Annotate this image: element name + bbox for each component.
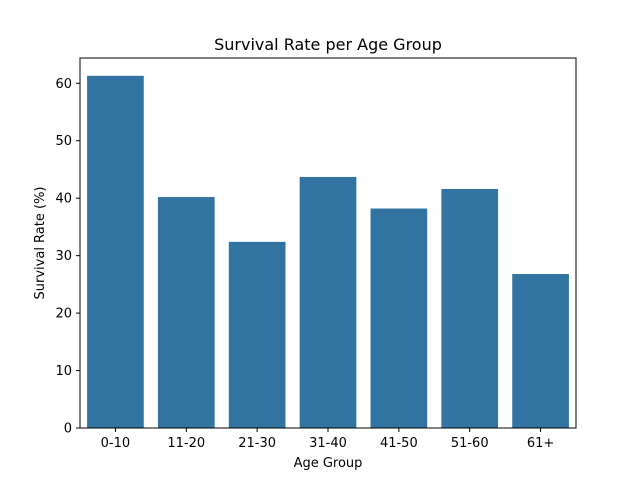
bar-0-10 — [87, 75, 144, 429]
y-tick-label: 60 — [55, 77, 72, 92]
y-axis-label: Survival Rate (%) — [33, 187, 48, 300]
y-tick-label: 20 — [55, 307, 72, 322]
bar-41-50 — [370, 208, 428, 428]
x-tick-label: 21-30 — [238, 436, 276, 451]
bar-21-30 — [228, 241, 286, 428]
y-axis: 0 10 20 30 40 50 60 — [55, 77, 80, 437]
bars-group — [87, 75, 569, 429]
bar-31-40 — [299, 176, 357, 428]
x-tick-label: 0-10 — [101, 436, 131, 451]
bar-51-60 — [441, 188, 499, 428]
y-tick-label: 50 — [55, 134, 72, 149]
x-axis-label: Age Group — [294, 456, 363, 471]
bar-61+ — [512, 274, 569, 428]
x-tick-label: 61+ — [527, 436, 554, 451]
x-tick-label: 51-60 — [451, 436, 489, 451]
y-tick-label: 40 — [55, 192, 72, 207]
x-axis: 0-10 11-20 21-30 31-40 41-50 51-60 61+ — [101, 428, 554, 451]
x-tick-label: 11-20 — [167, 436, 205, 451]
y-tick-label: 10 — [55, 364, 72, 379]
bar-11-20 — [157, 197, 215, 428]
chart-title: Survival Rate per Age Group — [214, 35, 442, 54]
x-tick-label: 41-50 — [380, 436, 418, 451]
y-tick-label: 30 — [55, 249, 72, 264]
x-tick-label: 31-40 — [309, 436, 347, 451]
y-tick-label: 0 — [64, 422, 72, 437]
